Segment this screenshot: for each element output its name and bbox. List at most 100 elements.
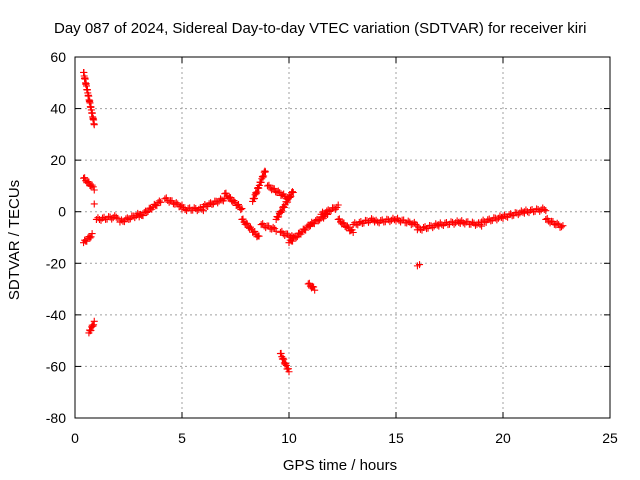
data-point — [225, 193, 233, 201]
x-tick-label: 25 — [602, 430, 618, 446]
data-point — [459, 219, 467, 227]
data-point — [238, 205, 246, 213]
data-point — [557, 223, 565, 231]
tick-labels: 0 5 10 15 20 25 60 40 20 0 -20 -40 -60 -80 — [46, 49, 618, 446]
data-point — [257, 178, 265, 186]
data-point — [420, 224, 428, 232]
y-tick-label: 60 — [50, 49, 66, 65]
data-point — [90, 186, 98, 194]
data-point — [326, 208, 334, 216]
data-point — [259, 173, 267, 181]
y-tick-label: -20 — [46, 255, 66, 271]
data-point — [310, 220, 318, 228]
data-point — [429, 224, 437, 232]
data-point — [281, 360, 289, 368]
data-point — [349, 229, 357, 237]
data-point — [438, 221, 446, 229]
data-point — [143, 208, 151, 216]
data-point — [230, 197, 238, 205]
data-point — [559, 222, 567, 230]
data-point — [527, 206, 535, 214]
y-tick-label: -60 — [46, 358, 66, 374]
data-point — [172, 199, 180, 207]
data-point — [374, 218, 382, 226]
data-point — [505, 211, 513, 219]
data-point — [90, 121, 98, 129]
data-point — [114, 214, 122, 222]
data-point — [484, 216, 492, 224]
data-point — [242, 219, 250, 227]
data-point — [364, 218, 372, 226]
data-point — [278, 207, 286, 215]
data-point — [193, 207, 201, 215]
data-point — [355, 218, 363, 226]
data-point — [523, 208, 531, 216]
y-axis-label: SDTVAR / TECUs — [6, 180, 23, 300]
data-point — [87, 326, 95, 334]
data-point — [125, 216, 133, 224]
data-point — [514, 211, 522, 219]
data-point — [89, 322, 97, 330]
data-point — [86, 234, 94, 242]
data-point — [450, 220, 458, 228]
data-point — [441, 219, 449, 227]
x-axis-label: GPS time / hours — [283, 457, 397, 474]
data-point — [468, 218, 476, 226]
data-point — [314, 217, 322, 225]
data-point — [262, 224, 270, 232]
data-point — [112, 213, 120, 221]
data-point — [302, 226, 310, 234]
y-tick-label: 20 — [50, 152, 66, 168]
data-point — [279, 354, 287, 362]
y-tick-label: 0 — [58, 204, 66, 220]
data-point — [84, 178, 92, 186]
data-point — [287, 192, 295, 200]
data-point — [289, 188, 297, 196]
data-point — [227, 194, 235, 202]
y-tick-label: -40 — [46, 307, 66, 323]
data-point — [293, 233, 301, 241]
data-point — [81, 174, 89, 182]
chart-title: Day 087 of 2024, Sidereal Day-to-day VTE… — [54, 20, 586, 37]
data-point — [157, 198, 165, 206]
data-point — [95, 215, 103, 223]
data-point — [493, 216, 501, 224]
data-point — [416, 261, 424, 269]
data-point — [261, 167, 269, 175]
data-point — [392, 215, 400, 223]
data-point — [260, 172, 268, 180]
data-point — [155, 197, 163, 205]
data-point — [222, 189, 230, 197]
data-point — [214, 199, 222, 207]
y-tick-label: 40 — [50, 101, 66, 117]
data-point — [409, 220, 417, 228]
x-tick-label: 10 — [281, 430, 297, 446]
data-point — [553, 219, 561, 227]
data-point — [270, 185, 278, 193]
y-tick-label: -80 — [46, 410, 66, 426]
data-point — [286, 193, 294, 201]
data-point — [196, 204, 204, 212]
data-point — [237, 206, 245, 214]
data-point — [83, 237, 91, 245]
data-point — [153, 202, 161, 210]
data-point — [253, 188, 261, 196]
data-point — [277, 349, 285, 357]
data-point — [540, 205, 548, 213]
data-point — [377, 217, 385, 225]
x-tick-label: 0 — [71, 430, 79, 446]
data-point — [177, 202, 185, 210]
x-tick-label: 20 — [495, 430, 511, 446]
data-point — [288, 188, 296, 196]
data-point — [181, 206, 189, 214]
data-point — [90, 317, 98, 325]
data-point — [280, 355, 288, 363]
plot-frame — [74, 56, 611, 419]
data-point — [412, 220, 420, 228]
data-point — [123, 214, 131, 222]
data-point — [334, 201, 342, 209]
data-point — [275, 213, 283, 221]
data-point — [239, 215, 247, 223]
data-point — [456, 218, 464, 226]
data-point — [284, 198, 292, 206]
